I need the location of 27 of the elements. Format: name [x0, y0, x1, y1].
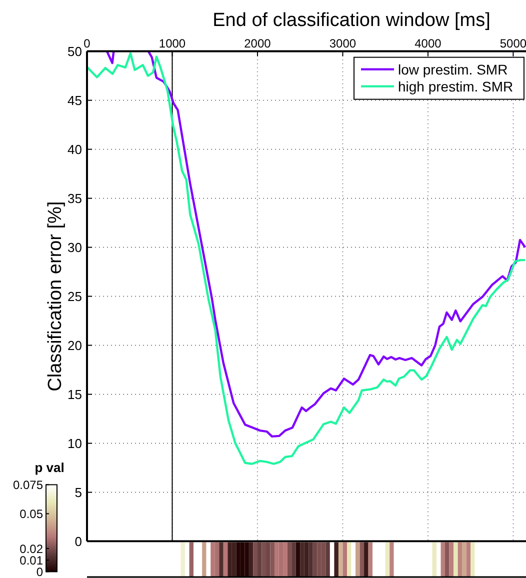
y-tick-label: 35	[68, 190, 82, 206]
x-tick-label: 0	[84, 36, 91, 50]
legend-label: high prestim. SMR	[398, 78, 514, 94]
x-axis-title: End of classification window [ms]	[212, 10, 490, 31]
y-tick-label: 45	[68, 92, 82, 108]
color-bar-label: 0.05	[20, 507, 44, 522]
y-tick-label: 15	[68, 386, 82, 402]
legend-label: low prestim. SMR	[398, 61, 508, 78]
color-bar-label: 0.02	[20, 542, 44, 556]
color-bar-label: 0.075	[12, 478, 44, 492]
x-tick-label: 3000	[329, 36, 356, 50]
color-bar-label: 0.01	[20, 554, 44, 568]
x-tick-label: 2000	[244, 36, 272, 50]
y-tick-label: 50	[68, 44, 82, 59]
y-tick-label: 20	[68, 338, 82, 353]
y-tick-label: 5	[74, 484, 82, 500]
y-tick-label: 25	[68, 288, 82, 304]
y-tick-label: 10	[68, 436, 82, 451]
y-tick-label: 0	[74, 534, 82, 549]
color-bar-title: p val	[34, 460, 64, 475]
y-tick-label: 30	[68, 240, 82, 255]
y-tick-label: 40	[68, 142, 82, 157]
x-tick-label: 1000	[158, 36, 186, 50]
x-tick-label: 4000	[414, 36, 442, 50]
x-tick-label: 5000	[500, 36, 526, 50]
y-axis-title: Classification error [%]	[45, 201, 66, 392]
color-bar-label: 0	[36, 565, 44, 578]
